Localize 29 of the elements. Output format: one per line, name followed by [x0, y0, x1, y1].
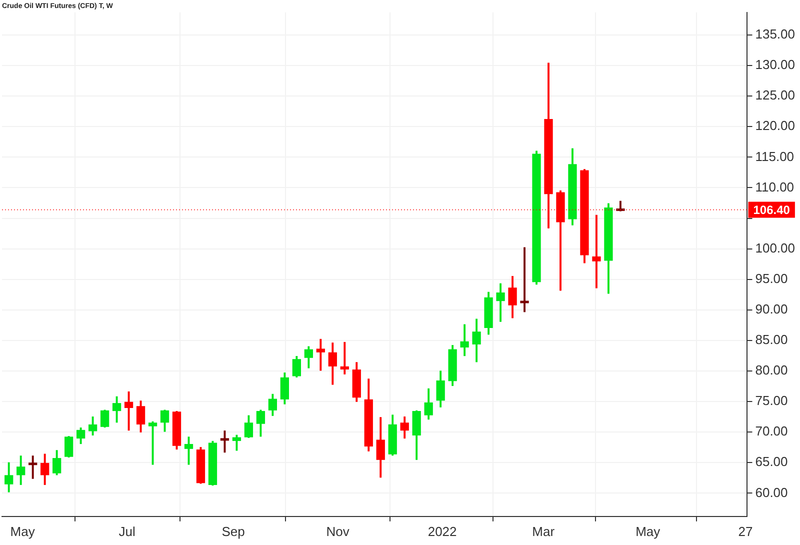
y-tick-label: 80.00: [755, 362, 788, 378]
y-tick-label: 100.00: [755, 240, 796, 256]
x-tick-label: Sep: [222, 524, 245, 539]
candlestick: [592, 214, 601, 288]
y-tick-label: 130.00: [755, 57, 796, 72]
y-tick-label: 110.00: [755, 179, 794, 194]
y-tick-label: 95.00: [755, 270, 788, 286]
candlestick: [520, 247, 529, 312]
x-tick-label: May: [636, 524, 661, 539]
candlestick: [340, 342, 349, 374]
x-tick-label: 27: [738, 524, 753, 539]
y-tick-label: 135.00: [755, 26, 796, 42]
y-tick-label: 60.00: [755, 484, 788, 500]
y-tick-label: 70.00: [755, 424, 788, 439]
ref-line-label: 106.40: [753, 203, 790, 218]
x-tick-label: 2022: [428, 524, 457, 539]
x-tick-label: May: [10, 524, 36, 539]
y-tick-label: 85.00: [755, 332, 788, 348]
y-tick-label: 125.00: [755, 88, 796, 103]
y-tick-label: 90.00: [755, 301, 788, 316]
x-tick-label: Mar: [532, 524, 556, 539]
candlestick: [220, 430, 230, 453]
y-tick-label: 75.00: [755, 393, 788, 408]
y-tick-label: 65.00: [755, 454, 788, 470]
y-tick-label: 120.00: [755, 118, 796, 134]
y-tick-label: 115.00: [755, 148, 794, 164]
x-tick-label: Nov: [326, 524, 350, 539]
candlestick: [28, 456, 38, 479]
x-tick-label: Jul: [118, 524, 136, 539]
